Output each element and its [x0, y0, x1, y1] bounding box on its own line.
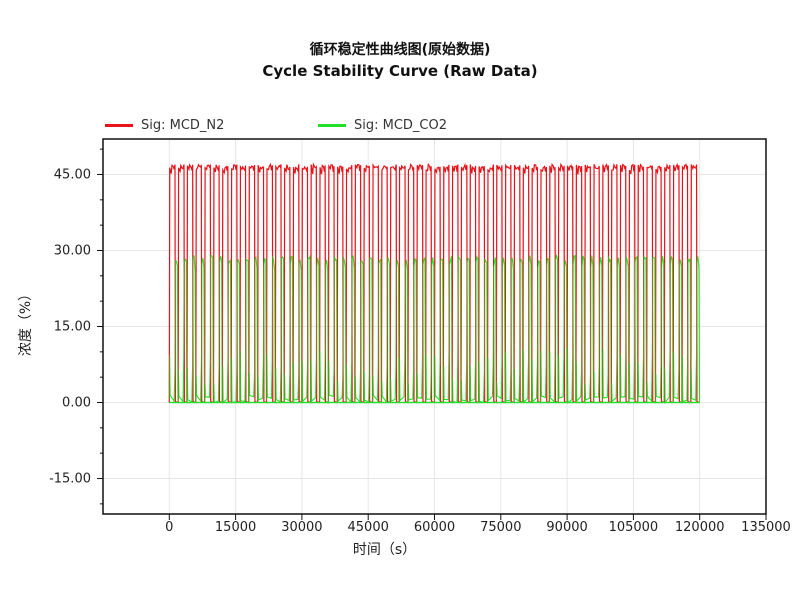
chart-title: 循环稳定性曲线图(原始数据): [309, 42, 491, 58]
x-tick-label-7: 105000: [609, 520, 659, 535]
legend: Sig: MCD_N2 Sig: MCD_CO2: [0, 118, 800, 138]
y-tick-label-4: 45.00: [54, 167, 91, 182]
x-tick-label-9: 135000: [741, 520, 791, 535]
legend-swatch-n2: [105, 124, 133, 127]
legend-label-n2: Sig: MCD_N2: [141, 118, 225, 133]
x-tick-label-5: 75000: [480, 520, 521, 535]
x-tick-label-6: 90000: [546, 520, 587, 535]
x-tick-label-3: 45000: [348, 520, 389, 535]
y-axis-label: 浓度（%）: [18, 287, 34, 356]
x-axis-label: 时间（s）: [353, 542, 416, 558]
chart-title-block: 循环稳定性曲线图(原始数据) Cycle Stability Curve (Ra…: [0, 40, 800, 82]
x-tick-label-8: 120000: [675, 520, 725, 535]
legend-swatch-co2: [318, 124, 346, 127]
y-tick-label-0: -15.00: [49, 472, 91, 487]
legend-label-co2: Sig: MCD_CO2: [354, 118, 448, 133]
y-tick-label-3: 30.00: [54, 243, 91, 258]
y-tick-label-1: 0.00: [62, 396, 91, 411]
x-tick-label-1: 15000: [215, 520, 256, 535]
chart-subtitle: Cycle Stability Curve (Raw Data): [262, 62, 538, 80]
x-tick-label-0: 0: [165, 520, 173, 535]
legend-item-co2: Sig: MCD_CO2: [318, 118, 447, 133]
y-tick-label-2: 15.00: [54, 320, 91, 335]
series-line-n2-overlay: [168, 162, 700, 404]
x-tick-label-2: 30000: [281, 520, 322, 535]
x-tick-label-4: 60000: [414, 520, 455, 535]
legend-item-n2: Sig: MCD_N2: [105, 118, 224, 133]
